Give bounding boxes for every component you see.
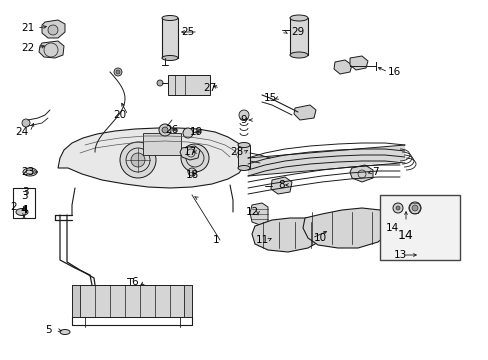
Ellipse shape xyxy=(289,52,307,58)
Text: 8: 8 xyxy=(278,180,285,190)
Polygon shape xyxy=(270,177,291,194)
Polygon shape xyxy=(180,146,200,160)
Ellipse shape xyxy=(60,329,70,334)
Ellipse shape xyxy=(238,166,249,171)
Polygon shape xyxy=(289,18,307,55)
Ellipse shape xyxy=(289,15,307,21)
Text: 12: 12 xyxy=(245,207,258,217)
Text: 15: 15 xyxy=(263,93,276,103)
Circle shape xyxy=(181,144,208,172)
Circle shape xyxy=(48,25,58,35)
Text: 13: 13 xyxy=(392,250,406,260)
Circle shape xyxy=(22,119,30,127)
Circle shape xyxy=(408,202,420,214)
Circle shape xyxy=(411,205,417,211)
Text: 16: 16 xyxy=(386,67,400,77)
Text: 19: 19 xyxy=(189,127,202,137)
Circle shape xyxy=(187,168,196,176)
Ellipse shape xyxy=(16,208,28,216)
Text: 3: 3 xyxy=(20,191,27,201)
Circle shape xyxy=(183,128,193,138)
Bar xyxy=(13,188,35,218)
Text: 27: 27 xyxy=(203,83,216,93)
Text: 20: 20 xyxy=(113,110,126,120)
Text: 11: 11 xyxy=(255,235,268,245)
Text: 17: 17 xyxy=(183,147,196,157)
Polygon shape xyxy=(72,285,80,317)
Text: 18: 18 xyxy=(185,170,198,180)
Polygon shape xyxy=(333,60,351,74)
Text: 2: 2 xyxy=(11,202,17,212)
Polygon shape xyxy=(303,208,389,248)
Text: 21: 21 xyxy=(21,23,35,33)
Text: 4: 4 xyxy=(20,205,27,215)
Circle shape xyxy=(120,142,156,178)
Circle shape xyxy=(162,127,168,133)
Polygon shape xyxy=(168,75,209,95)
Polygon shape xyxy=(349,165,372,182)
Text: 5: 5 xyxy=(44,325,51,335)
Ellipse shape xyxy=(238,143,249,148)
Text: 14: 14 xyxy=(397,229,413,242)
Text: 24: 24 xyxy=(15,127,29,137)
Polygon shape xyxy=(162,18,178,58)
Text: 14: 14 xyxy=(385,223,398,233)
Polygon shape xyxy=(293,105,315,120)
Polygon shape xyxy=(349,56,367,70)
Polygon shape xyxy=(42,20,65,38)
Text: 25: 25 xyxy=(181,27,194,37)
Circle shape xyxy=(392,203,402,213)
Polygon shape xyxy=(183,285,192,317)
Circle shape xyxy=(395,206,399,210)
Text: 28: 28 xyxy=(230,147,243,157)
Polygon shape xyxy=(247,145,404,176)
Text: 3: 3 xyxy=(21,187,28,197)
Polygon shape xyxy=(249,203,267,225)
Polygon shape xyxy=(251,218,325,252)
Text: 10: 10 xyxy=(313,233,326,243)
Circle shape xyxy=(159,124,171,136)
Text: 4: 4 xyxy=(21,205,28,215)
Text: 9: 9 xyxy=(240,115,247,125)
Ellipse shape xyxy=(162,15,178,21)
Circle shape xyxy=(157,80,163,86)
Circle shape xyxy=(131,153,145,167)
Circle shape xyxy=(239,110,248,120)
Text: 29: 29 xyxy=(291,27,304,37)
Text: 7: 7 xyxy=(371,167,378,177)
Bar xyxy=(142,133,181,155)
Circle shape xyxy=(114,68,122,76)
Text: 1: 1 xyxy=(212,235,219,245)
Ellipse shape xyxy=(162,55,178,60)
Polygon shape xyxy=(238,145,249,168)
Text: 23: 23 xyxy=(21,167,35,177)
Text: 26: 26 xyxy=(165,125,178,135)
Polygon shape xyxy=(39,41,64,58)
Text: 6: 6 xyxy=(131,277,138,287)
Circle shape xyxy=(116,70,120,74)
Polygon shape xyxy=(58,128,245,188)
Polygon shape xyxy=(72,285,192,317)
Text: 22: 22 xyxy=(21,43,35,53)
Ellipse shape xyxy=(23,168,37,176)
Bar xyxy=(379,195,459,260)
